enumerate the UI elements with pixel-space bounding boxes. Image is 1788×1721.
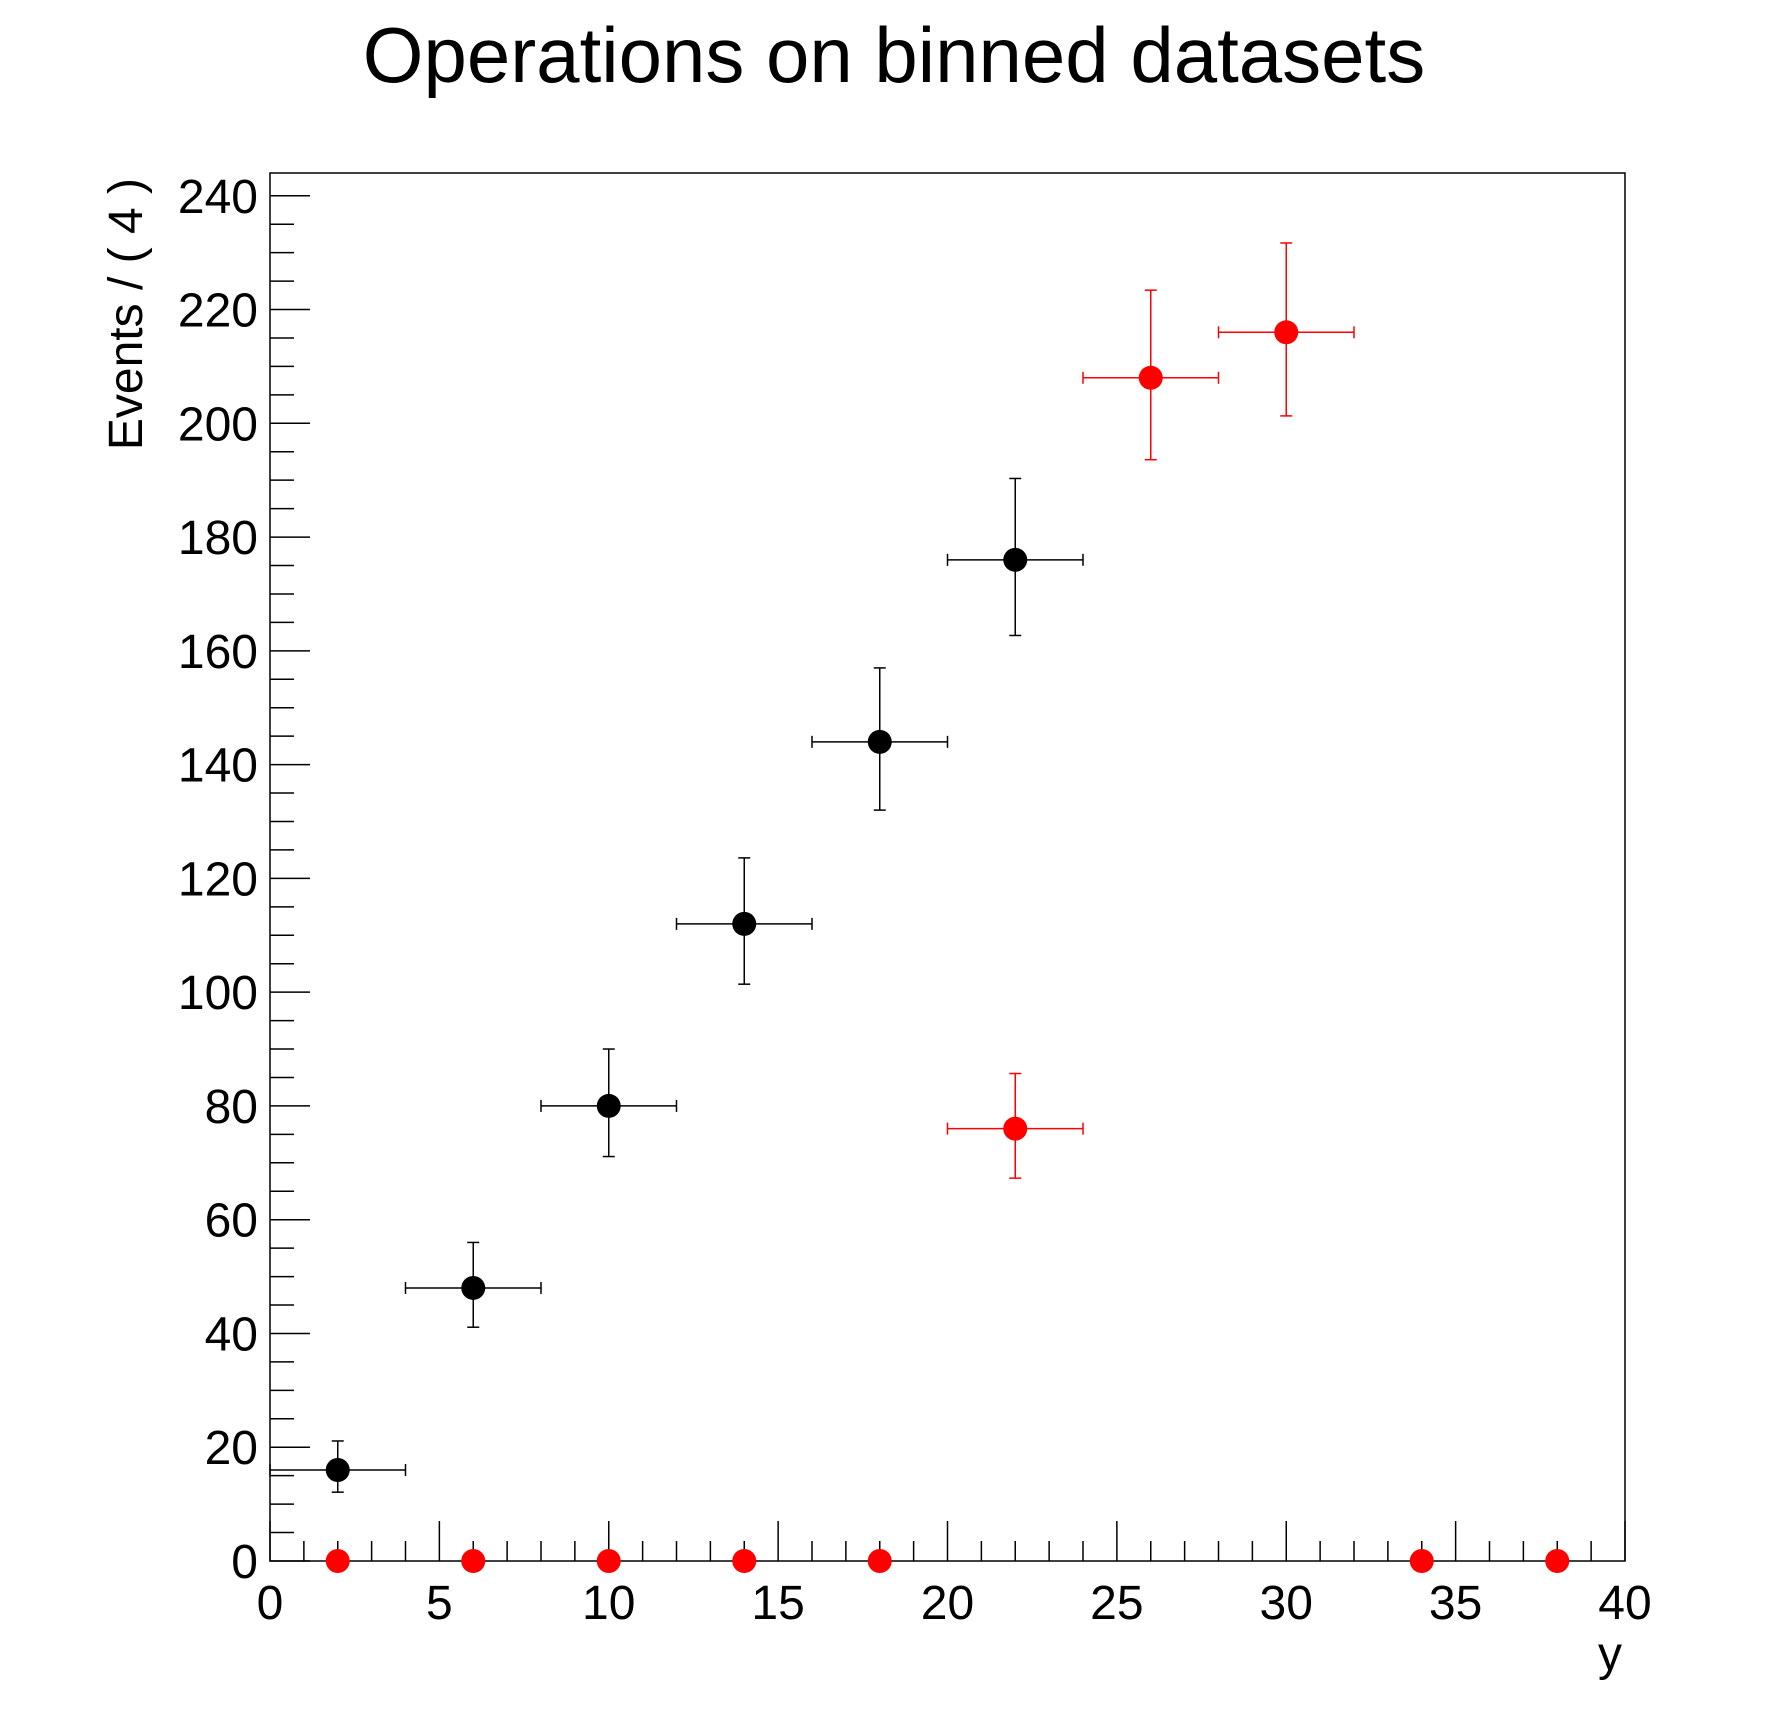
y-tick-label: 200: [178, 398, 258, 451]
y-tick-label: 40: [205, 1308, 258, 1361]
x-tick-label: 15: [751, 1577, 804, 1630]
data-point: [1409, 1549, 1434, 1573]
plot-frame: [269, 172, 1626, 1562]
data-point: [1545, 1549, 1570, 1573]
data-point: [1138, 365, 1163, 390]
x-tick-label: 35: [1429, 1577, 1482, 1630]
x-tick-label: 10: [582, 1577, 635, 1630]
y-tick-label: 0: [231, 1536, 258, 1589]
data-point: [325, 1457, 350, 1482]
data-point: [596, 1549, 621, 1573]
data-point: [596, 1093, 621, 1118]
series-layer: [269, 242, 1570, 1573]
y-tick-label: 180: [178, 512, 258, 565]
y-tick-label: 220: [178, 285, 258, 338]
y-tick-label: 100: [178, 967, 258, 1020]
data-point: [461, 1275, 486, 1300]
y-tick-label: 80: [205, 1081, 258, 1134]
data-point: [1003, 547, 1028, 572]
x-tick-label: 40: [1598, 1577, 1651, 1630]
y-tick-label: 120: [178, 853, 258, 906]
data-point: [461, 1549, 486, 1573]
y-axis: 0 20 40 60 80 100 120 140 160 180 200 220 240: [178, 171, 310, 1589]
data-point: [867, 729, 892, 754]
y-tick-label: 60: [205, 1195, 258, 1248]
x-axis-label: y: [1598, 1628, 1622, 1681]
data-point: [1274, 320, 1299, 345]
y-tick-label: 240: [178, 171, 258, 224]
series-1: [269, 477, 1084, 1493]
x-tick-label: 30: [1260, 1577, 1313, 1630]
chart-title: Operations on binned datasets: [363, 11, 1425, 99]
data-point: [732, 1549, 757, 1573]
data-point: [1003, 1116, 1028, 1141]
y-axis-label: Events / ( 4 ): [100, 178, 153, 450]
y-tick-label: 160: [178, 626, 258, 679]
y-tick-label: 140: [178, 740, 258, 793]
data-point: [867, 1549, 892, 1573]
x-tick-label: 5: [426, 1577, 453, 1630]
x-tick-label: 25: [1090, 1577, 1143, 1630]
series-2: [325, 242, 1570, 1573]
x-tick-label: 20: [921, 1577, 974, 1630]
y-tick-label: 20: [205, 1422, 258, 1475]
data-point: [325, 1549, 350, 1573]
x-axis: 0 5 10 15 20 25 30 35 40: [257, 1521, 1652, 1630]
data-point: [732, 911, 757, 936]
x-tick-label: 0: [257, 1577, 284, 1630]
